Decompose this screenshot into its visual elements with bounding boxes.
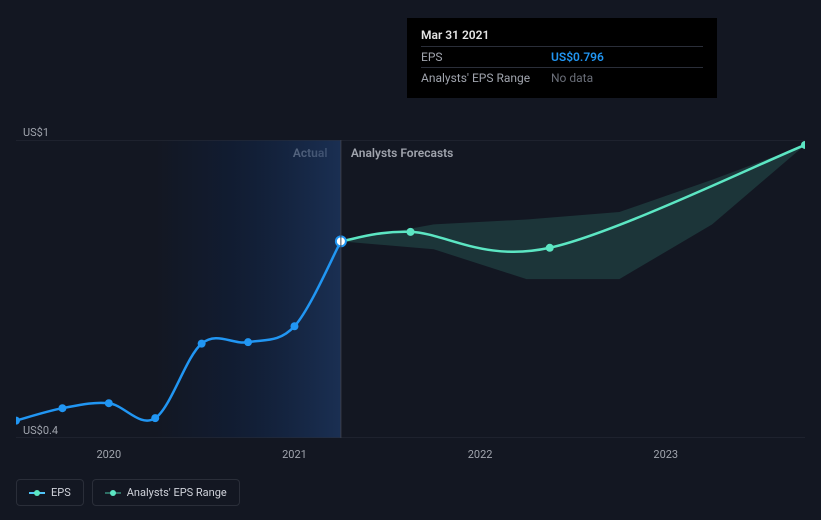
x-axis-label: 2023	[653, 448, 678, 461]
y-axis-label: US$1	[23, 126, 49, 139]
x-axis-label: 2022	[468, 448, 493, 461]
x-axis-label: 2020	[96, 448, 121, 461]
eps-chart: Mar 31 2021 EPSUS$0.796Analysts' EPS Ran…	[0, 0, 821, 520]
legend-label: EPS	[51, 486, 71, 499]
legend-swatch	[105, 489, 119, 497]
tooltip-row: EPSUS$0.796	[421, 46, 703, 67]
legend-swatch	[29, 489, 43, 497]
chart-svg	[16, 140, 805, 438]
plot-area[interactable]	[16, 140, 805, 438]
legend-item[interactable]: EPS	[16, 479, 84, 506]
x-axis-label: 2021	[282, 448, 307, 461]
tooltip-date: Mar 31 2021	[421, 28, 703, 42]
tooltip-row: Analysts' EPS RangeNo data	[421, 67, 703, 88]
tooltip-value: US$0.796	[551, 50, 604, 64]
chart-tooltip: Mar 31 2021 EPSUS$0.796Analysts' EPS Ran…	[407, 18, 717, 98]
legend-label: Analysts' EPS Range	[127, 486, 227, 499]
legend-item[interactable]: Analysts' EPS Range	[92, 479, 240, 506]
legend: EPS Analysts' EPS Range	[16, 479, 240, 506]
tooltip-value: No data	[551, 71, 593, 85]
tooltip-label: Analysts' EPS Range	[421, 71, 551, 85]
tooltip-label: EPS	[421, 50, 551, 64]
